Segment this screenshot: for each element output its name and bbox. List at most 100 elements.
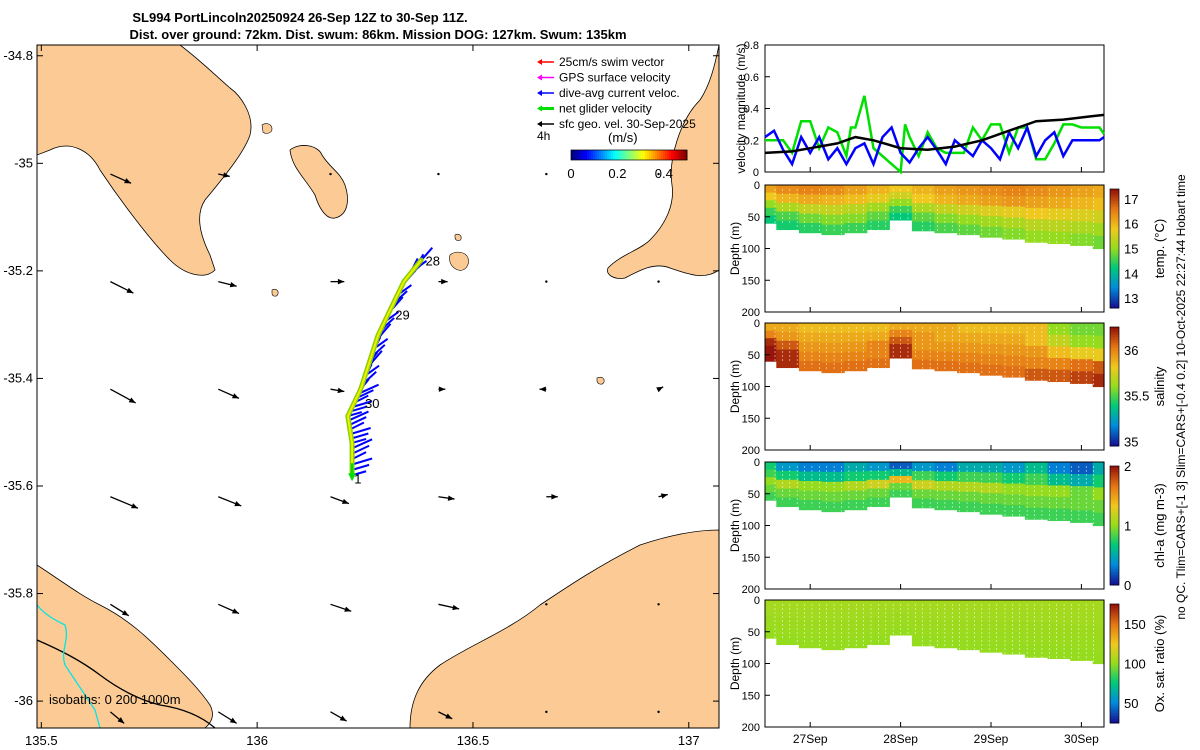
section-colorbar-label: Ox. sat. ratio (%): [1152, 615, 1167, 713]
section-cell: [1047, 646, 1071, 660]
section-colorbar-cell: [1110, 288, 1119, 291]
section-cell: [821, 342, 845, 354]
section-cell: [957, 362, 981, 374]
section-colorbar-cell: [1110, 545, 1119, 548]
section-cell: [866, 488, 890, 499]
section-colorbar-cell: [1110, 394, 1119, 397]
section-cell: [1024, 473, 1049, 486]
sfc-vector-head: [656, 386, 664, 393]
section-colorbar-cell: [1110, 515, 1119, 519]
colorbar-cell: [635, 150, 638, 160]
colorbar-cell: [631, 150, 634, 160]
section-cell: [798, 609, 823, 620]
colorbar-cell: [605, 150, 608, 160]
section-colorbar-cell: [1110, 629, 1119, 633]
section-colorbar-cell: [1110, 422, 1119, 425]
section-cell: [934, 361, 958, 372]
section-colorbar-cell: [1110, 304, 1119, 307]
section-cell: [1024, 496, 1049, 509]
section-colorbar-cell: [1110, 689, 1119, 692]
section-cell: [1024, 196, 1049, 209]
section-colorbar-cell: [1110, 477, 1119, 481]
section-cell: [1092, 600, 1105, 614]
section-colorbar-cell: [1110, 719, 1119, 722]
section-cell: [889, 462, 913, 470]
oxygen-panel: 0 50 100 150 200 Depth (m) 50 100 150 Ox. sat. ra…: [728, 595, 1167, 734]
section-colorbar-cell: [1110, 398, 1119, 401]
section-cell: [889, 475, 913, 484]
section-colorbar-cell: [1110, 493, 1119, 497]
section-colorbar-cell: [1110, 262, 1119, 265]
dive-current-vector: [351, 438, 373, 450]
section-ytick-label: 200: [742, 722, 760, 734]
section-cell: [821, 194, 845, 206]
section-cell: [821, 491, 845, 503]
section-cell: [1070, 648, 1094, 661]
map-frame: [36, 44, 720, 729]
section-cell: [1002, 610, 1026, 623]
section-cell: [1070, 209, 1094, 222]
section-colorbar-cell: [1110, 551, 1119, 554]
section-colorbar-cell: [1110, 330, 1119, 334]
section-cell: [1070, 474, 1094, 487]
section-ytick-label: 150: [742, 413, 760, 425]
section-colorbar-cell: [1110, 487, 1119, 491]
section-cell: [1092, 512, 1105, 527]
section-colorbar-cell: [1110, 270, 1119, 273]
section-cell: [1002, 632, 1026, 644]
figure-title-line1: SL994 PortLincoln20250924 26-Sep 12Z to …: [132, 10, 467, 25]
colorbar-cell: [611, 150, 614, 160]
colorbar-tick-label: 0.4: [655, 166, 673, 181]
section-colorbar-cell: [1110, 637, 1119, 641]
section-colorbar-tick-label: 150: [1124, 617, 1146, 632]
section-colorbar-tick-label: 0: [1124, 578, 1131, 593]
section-colorbar-cell: [1110, 432, 1119, 435]
interval-label: 4h: [537, 129, 550, 143]
section-cell: [1002, 333, 1026, 346]
section-cell: [957, 342, 981, 354]
section-cell: [844, 600, 868, 611]
section-cell: [889, 198, 913, 207]
colorbar-cell: [673, 150, 676, 160]
sfc-vector-head: [447, 495, 455, 501]
section-colorbar-cell: [1110, 619, 1119, 623]
colorbar-cell: [681, 150, 684, 160]
section-cell: [934, 628, 958, 639]
section-cell: [934, 600, 958, 611]
section-colorbar-cell: [1110, 428, 1119, 431]
section-colorbar-cell: [1110, 296, 1119, 299]
section-colorbar-cell: [1110, 525, 1119, 528]
section-colorbar-cell: [1110, 404, 1119, 407]
section-ytick-label: 100: [742, 659, 760, 671]
colorbar-cell: [685, 150, 688, 160]
section-cell: [1047, 497, 1071, 510]
surface-geostrophic-vectors: [109, 172, 668, 724]
section-cell: [1002, 355, 1026, 367]
section-colorbar-cell: [1110, 677, 1119, 680]
section-cell: [776, 202, 800, 213]
section-cell: [1070, 359, 1094, 372]
section-cell: [866, 349, 890, 360]
section-colorbar-cell: [1110, 517, 1119, 521]
section-colorbar-tick-label: 13: [1124, 291, 1138, 306]
section-cell: [776, 193, 800, 204]
glider-track: 28 29 30 1: [345, 247, 440, 486]
section-cell: [934, 471, 958, 482]
section-cell: [1047, 231, 1071, 245]
section-colorbar-cell: [1110, 196, 1119, 200]
section-cell: [1024, 600, 1049, 613]
section-colorbar-cell: [1110, 623, 1119, 627]
section-cell: [911, 627, 936, 638]
section-colorbar-cell: [1110, 605, 1119, 609]
section-cell: [1002, 344, 1026, 356]
section-cell: [765, 492, 777, 501]
section-colorbar-cell: [1110, 581, 1119, 584]
processing-note: no QC. Tlim=CARS+[-1 3] Slim=CARS+[-0.4 …: [1174, 174, 1188, 620]
section-colorbar-cell: [1110, 366, 1119, 370]
section-ytick-label: 50: [748, 627, 760, 639]
colorbar-cell: [575, 150, 578, 160]
section-colorbar-cell: [1110, 613, 1119, 617]
section-cell: [1002, 621, 1026, 633]
colorbar-cell: [633, 150, 636, 160]
section-colorbar-cell: [1110, 499, 1119, 503]
